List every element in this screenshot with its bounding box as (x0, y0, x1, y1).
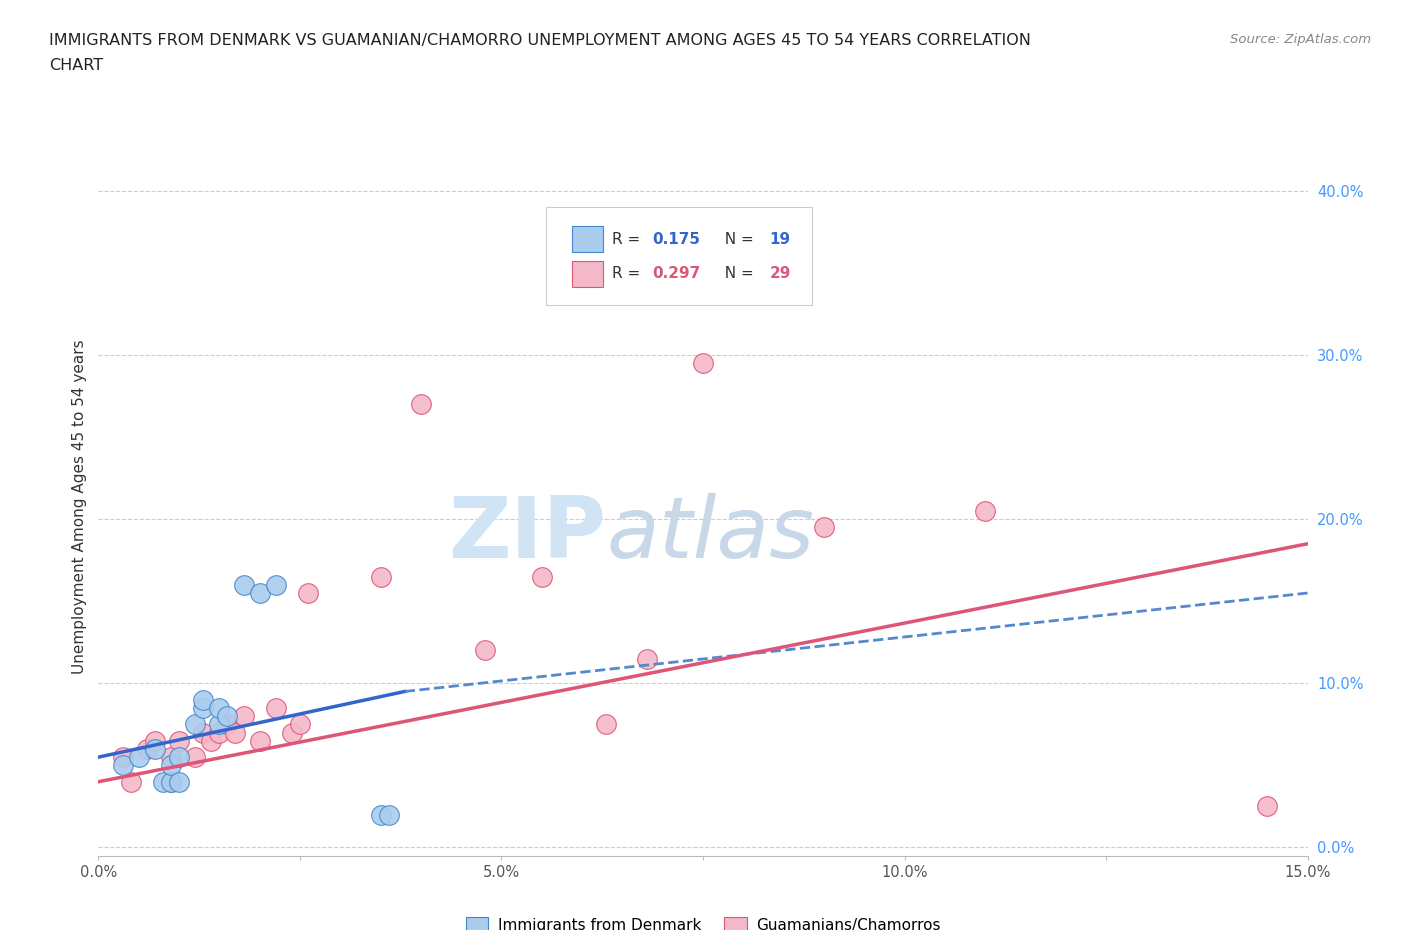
Bar (572, 260, 603, 287)
Point (160, 750, 183, 764)
Text: R =: R = (613, 232, 645, 246)
Text: R =: R = (613, 266, 645, 282)
Point (232, 578, 254, 592)
Point (636, 651, 658, 666)
Text: 29: 29 (769, 266, 792, 282)
Point (120, 775, 142, 790)
Point (167, 750, 190, 764)
Point (692, 356, 714, 371)
Point (143, 741, 166, 756)
Point (264, 700, 287, 715)
Point (208, 717, 231, 732)
Point (409, 397, 432, 412)
Point (160, 775, 183, 790)
Point (474, 643, 496, 658)
Point (281, 725, 304, 740)
Text: atlas: atlas (606, 493, 814, 577)
Point (208, 700, 231, 715)
Point (167, 775, 190, 790)
Point (160, 775, 183, 790)
Point (217, 717, 239, 732)
Text: CHART: CHART (49, 58, 103, 73)
Point (530, 569, 553, 584)
Point (813, 520, 835, 535)
Text: N =: N = (716, 232, 759, 246)
Point (135, 741, 157, 756)
Point (160, 758, 183, 773)
Bar (572, 226, 603, 252)
Point (974, 503, 997, 518)
Point (193, 700, 215, 715)
Point (249, 586, 271, 601)
Point (377, 807, 399, 822)
Point (152, 775, 174, 790)
Text: 0.175: 0.175 (652, 232, 700, 246)
Point (232, 709, 254, 724)
Point (297, 586, 319, 601)
Point (595, 717, 617, 732)
Point (370, 569, 392, 584)
Text: N =: N = (716, 266, 759, 282)
Point (224, 725, 246, 740)
Point (288, 717, 311, 732)
Point (184, 717, 207, 732)
Point (208, 725, 231, 740)
Text: IMMIGRANTS FROM DENMARK VS GUAMANIAN/CHAMORRO UNEMPLOYMENT AMONG AGES 45 TO 54 Y: IMMIGRANTS FROM DENMARK VS GUAMANIAN/CHA… (49, 33, 1031, 47)
FancyBboxPatch shape (546, 207, 811, 305)
Point (193, 692, 215, 707)
Point (143, 733, 166, 748)
Legend: Immigrants from Denmark, Guamanians/Chamorros: Immigrants from Denmark, Guamanians/Cham… (460, 910, 946, 930)
Point (370, 807, 392, 822)
Point (111, 750, 134, 764)
Point (167, 733, 190, 748)
Point (1256, 799, 1278, 814)
Point (193, 725, 215, 740)
Text: ZIP: ZIP (449, 493, 606, 577)
Point (217, 709, 239, 724)
Text: 19: 19 (769, 232, 790, 246)
Point (200, 733, 222, 748)
Point (264, 578, 287, 592)
Text: Source: ZipAtlas.com: Source: ZipAtlas.com (1230, 33, 1371, 46)
Point (111, 758, 134, 773)
Y-axis label: Unemployment Among Ages 45 to 54 years: Unemployment Among Ages 45 to 54 years (72, 339, 87, 674)
Point (184, 750, 207, 764)
Text: 0.297: 0.297 (652, 266, 700, 282)
Point (128, 750, 150, 764)
Point (249, 733, 271, 748)
